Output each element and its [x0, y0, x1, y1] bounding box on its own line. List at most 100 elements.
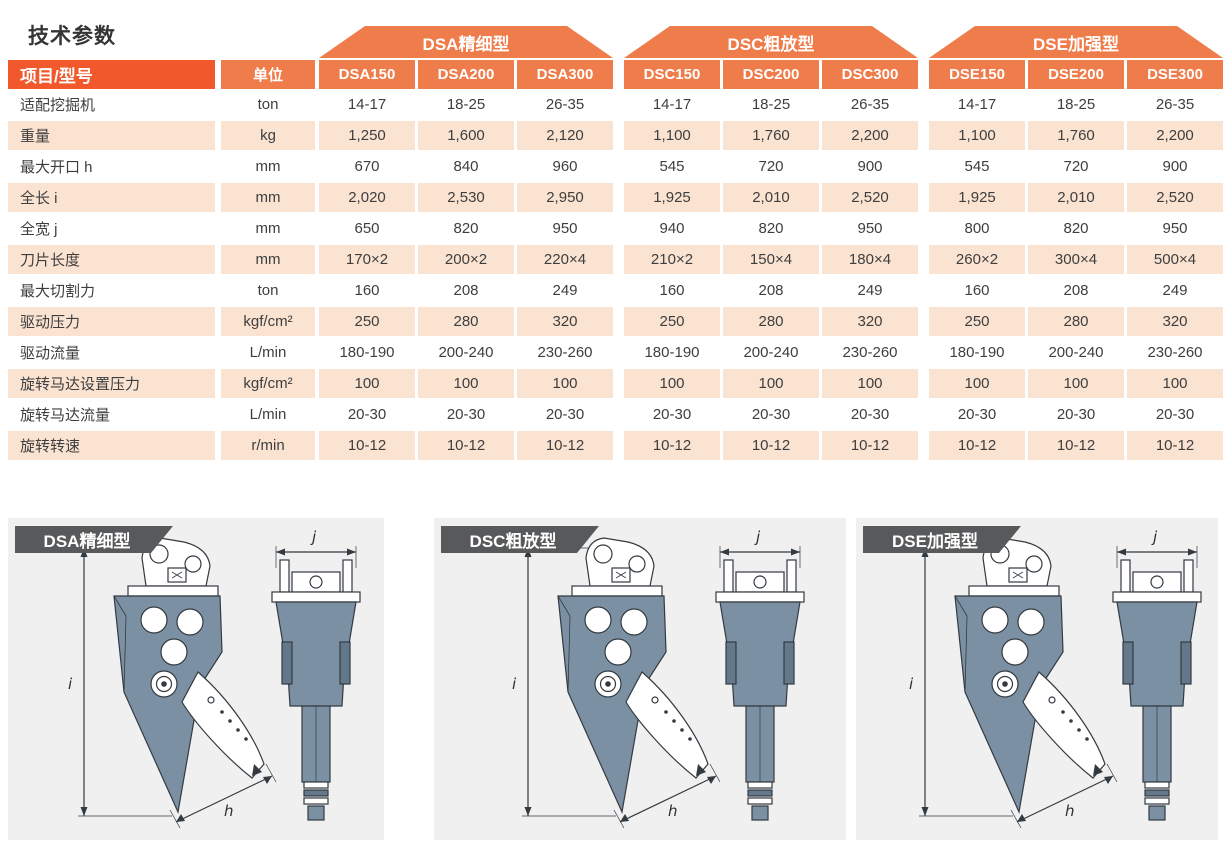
dim-label-h: h [1065, 802, 1075, 820]
spec-value: 26-35 [1127, 89, 1223, 120]
dimension-j [1116, 546, 1198, 568]
dim-label-i: i [909, 675, 914, 693]
dimension-j [275, 546, 357, 568]
spec-value: 230-260 [1127, 337, 1223, 368]
spec-value: 2,010 [723, 182, 819, 213]
dim-label-j: j [754, 528, 761, 546]
row-unit: mm [221, 244, 315, 275]
front-view [271, 546, 361, 821]
spec-value: 250 [624, 306, 720, 337]
spec-value: 940 [624, 213, 720, 244]
row-unit: mm [221, 182, 315, 213]
dim-label-h: h [224, 802, 234, 820]
row-label: 驱动流量 [8, 337, 215, 368]
spec-value: 2,120 [517, 120, 613, 151]
front-view-bracket [715, 559, 805, 603]
spec-value: 250 [929, 306, 1025, 337]
side-view-body [954, 595, 1064, 815]
spec-value: 100 [517, 368, 613, 399]
spec-value: 10-12 [319, 430, 415, 461]
row-unit: kgf/cm² [221, 306, 315, 337]
spec-value: 820 [1028, 213, 1124, 244]
spec-value: 249 [822, 275, 918, 306]
spec-value: 1,925 [929, 182, 1025, 213]
spec-value: 800 [929, 213, 1025, 244]
side-view-jaw [181, 671, 265, 779]
column-header-dsc200: DSC200 [723, 60, 819, 89]
spec-value: 900 [822, 151, 918, 182]
rotation-hub [594, 670, 622, 698]
series-header-dsa: DSA精细型 [319, 26, 613, 58]
spec-value: 840 [418, 151, 514, 182]
column-header-dsa300: DSA300 [517, 60, 613, 89]
spec-value: 100 [1127, 368, 1223, 399]
spec-value: 2,950 [517, 182, 613, 213]
spec-value: 180-190 [319, 337, 415, 368]
row-label: 最大开口 h [8, 151, 215, 182]
spec-value: 160 [624, 275, 720, 306]
column-header-dse150: DSE150 [929, 60, 1025, 89]
spec-value: 250 [319, 306, 415, 337]
spec-value: 200-240 [1028, 337, 1124, 368]
spec-value: 14-17 [929, 89, 1025, 120]
spec-value: 650 [319, 213, 415, 244]
column-header-dsc300: DSC300 [822, 60, 918, 89]
dimension-j [719, 546, 801, 568]
column-header-dse300: DSE300 [1127, 60, 1223, 89]
spec-value: 100 [319, 368, 415, 399]
spec-value: 100 [418, 368, 514, 399]
spec-value: 960 [517, 151, 613, 182]
spec-value: 160 [319, 275, 415, 306]
spec-value: 320 [517, 306, 613, 337]
machine-drawing: i h j [512, 528, 805, 829]
spec-value: 18-25 [418, 89, 514, 120]
spec-value: 1,100 [929, 120, 1025, 151]
spec-value: 10-12 [929, 430, 1025, 461]
series-header-dse: DSE加强型 [929, 26, 1223, 58]
spec-value: 20-30 [517, 399, 613, 430]
spec-value: 10-12 [1028, 430, 1124, 461]
dim-label-j: j [310, 528, 317, 546]
spec-table: DSA精细型 DSC粗放型 DSE加强型 项目/型号 单位 DSA150 DSA2… [8, 26, 1223, 461]
row-label: 重量 [8, 120, 215, 151]
spec-value: 100 [1028, 368, 1124, 399]
spec-value: 20-30 [418, 399, 514, 430]
spec-value: 150×4 [723, 244, 819, 275]
spec-value: 2,530 [418, 182, 514, 213]
spec-value: 1,925 [624, 182, 720, 213]
page-title: 技术参数 [28, 25, 116, 48]
spec-value: 10-12 [418, 430, 514, 461]
rotation-hub [150, 670, 178, 698]
drawing-slot: i h j [8, 524, 384, 840]
row-unit: mm [221, 151, 315, 182]
spec-value: 2,010 [1028, 182, 1124, 213]
spec-value: 950 [822, 213, 918, 244]
spec-value: 2,520 [1127, 182, 1223, 213]
side-view-bracket [968, 537, 1060, 597]
row-label: 驱动压力 [8, 306, 215, 337]
spec-value: 500×4 [1127, 244, 1223, 275]
spec-value: 14-17 [624, 89, 720, 120]
dim-label-h: h [668, 802, 678, 820]
row-label: 适配挖掘机 [8, 89, 215, 120]
row-unit: kg [221, 120, 315, 151]
column-header-item-model: 项目/型号 [8, 60, 215, 89]
spec-value: 320 [1127, 306, 1223, 337]
spec-value: 20-30 [1028, 399, 1124, 430]
diagram-banner-dsc: DSC粗放型 [441, 526, 599, 553]
row-label: 刀片长度 [8, 244, 215, 275]
spec-value: 100 [822, 368, 918, 399]
side-view-jaw [1022, 671, 1106, 779]
spec-value: 820 [723, 213, 819, 244]
spec-value: 208 [723, 275, 819, 306]
side-view-body [113, 595, 223, 815]
spec-value: 280 [1028, 306, 1124, 337]
column-header-dsc150: DSC150 [624, 60, 720, 89]
spec-value: 10-12 [723, 430, 819, 461]
series-header-dsc: DSC粗放型 [624, 26, 918, 58]
spec-value: 320 [822, 306, 918, 337]
spec-value: 10-12 [1127, 430, 1223, 461]
spec-value: 720 [1028, 151, 1124, 182]
dimension-h [1010, 763, 1118, 829]
spec-value: 180-190 [624, 337, 720, 368]
